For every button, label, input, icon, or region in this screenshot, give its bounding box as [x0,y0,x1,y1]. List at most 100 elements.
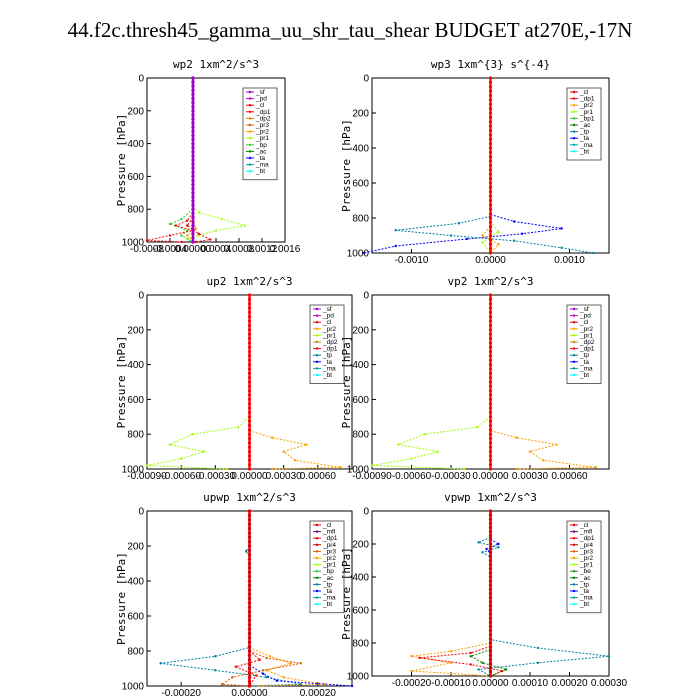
legend-entry: _pr2 [579,555,593,562]
series-line-dp1 [419,645,505,677]
series-point-cl [488,563,493,567]
series-point-dp1 [488,415,493,419]
series-point-dp1 [488,190,493,194]
series-point-cl [247,548,252,552]
series-point-dp1 [247,436,252,441]
series-point-dp1 [247,441,252,445]
legend-entry: _ma [579,142,593,149]
series-point-dp1 [247,389,252,393]
series-point-dp1 [488,229,493,233]
legend-marker [572,589,576,593]
series-point-sf [191,125,195,129]
x-tick-label: -0.00020 [161,688,201,699]
series-point-cl [247,544,252,548]
series-point-pr1 [225,467,228,471]
legend-marker [248,170,252,173]
y-tick-label: 400 [352,573,369,584]
series-point-dp1 [488,177,493,181]
series-point-pr2 [541,459,545,462]
series-point-cl [247,596,252,601]
series-point-sf [191,92,195,96]
series-point-cl [247,653,252,657]
y-tick-label: 200 [352,540,369,551]
series-line-ta [485,538,500,555]
series-point-tp [265,676,268,679]
legend-entry: _ac [579,122,591,129]
y-tick-label: 0 [363,74,369,85]
legend-entry: _pr1 [579,332,593,339]
series-point-pr1 [168,443,171,446]
y-tick-label: 0 [138,507,144,518]
legend-marker [572,576,576,579]
y-tick-label: 600 [127,395,144,406]
y-tick-label: 400 [127,360,144,371]
y-axis-label: Pressure [hPa] [340,547,353,640]
series-point-dp1 [247,419,252,423]
series-point-ta [275,679,279,682]
series-point-cl [247,518,252,522]
series-point-dp1 [488,102,493,106]
series-point-pr1 [236,426,240,429]
legend-entry: _ta [322,359,332,366]
series-point-dp1 [418,656,421,660]
legend-marker [572,117,576,120]
legend-marker [315,570,319,573]
series-point-sf [191,96,195,101]
series-point-cl [247,588,252,592]
series-point-cl [488,521,493,525]
legend-marker [315,530,319,533]
series-point-pr1 [481,241,484,244]
y-tick-label: 1000 [347,672,370,683]
series-point-pr3 [261,669,265,672]
legend-marker [572,570,576,573]
legend-entry: _bt [255,168,265,175]
series-point-cl [247,671,252,675]
series-point-cl [209,238,212,241]
legend-marker [315,354,319,357]
series-point-dp1 [145,239,149,242]
y-axis-label: Pressure [hPa] [115,336,128,429]
series-point-dp1 [247,332,252,336]
legend-marker [572,104,576,107]
legend-marker [315,307,319,311]
legend-entry: _ta [579,359,589,366]
series-point-dp1 [488,336,493,341]
series-point-sf [191,178,195,183]
series-point-dp1 [247,371,252,375]
series-point-sf [191,219,195,224]
series-point-pr2 [497,243,500,246]
legend-marker [572,314,576,317]
y-tick-label: 1000 [347,249,370,260]
series-point-cl [488,513,493,517]
y-tick-label: 400 [127,577,144,588]
legend-entry: _bt [322,372,332,379]
series-point-sf [191,203,195,207]
series-point-dp1 [488,363,493,367]
legend-entry: _dp1 [322,535,338,542]
series-point-dp1 [488,306,493,310]
series-point-pr1 [197,211,200,214]
y-tick-label: 0 [363,291,369,302]
series-point-cl [247,570,252,574]
series-point-cl [247,522,252,526]
legend-entry: _ma [322,365,336,372]
series-point-cl [488,538,493,542]
legend-entry: _cl [579,319,589,326]
series-point-pr1 [197,234,200,237]
legend-marker [572,334,576,337]
legend-marker [315,347,319,350]
series-point-sf [191,183,195,187]
series-point-bp [180,234,183,237]
series-point-ta [350,684,354,688]
legend-entry: _pr2 [322,326,336,333]
series-point-dp1 [488,242,493,246]
series-point-pr2 [282,450,285,453]
legend-marker [315,373,319,377]
y-tick-label: 1000 [347,465,370,476]
legend-marker [572,543,576,546]
y-tick-label: 800 [352,214,369,225]
legend-marker [248,156,252,160]
series-point-pr1 [179,457,183,460]
series-point-cl [488,596,493,600]
series-point-cl [247,526,252,531]
